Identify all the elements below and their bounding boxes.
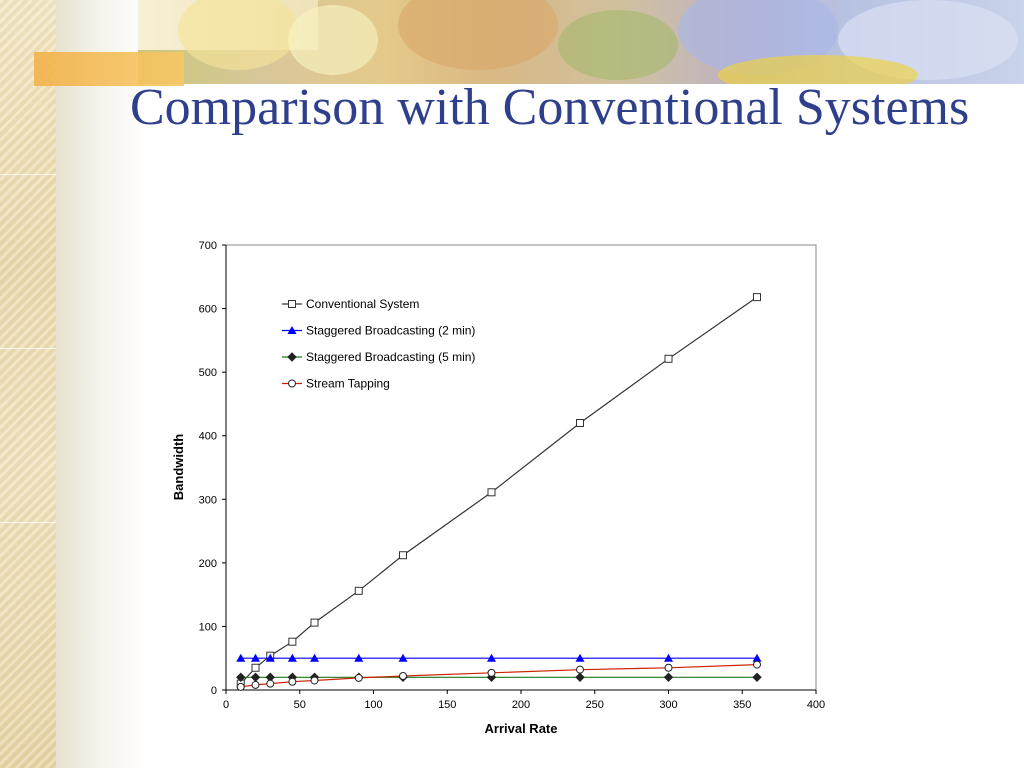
legend-label: Stream Tapping [306, 377, 390, 391]
data-point [251, 663, 260, 672]
data-point [266, 679, 275, 688]
data-point [399, 551, 407, 560]
x-tick-label: 400 [807, 699, 825, 711]
x-axis-ticks: 0 50 100 150 200 250 300 350 400 [223, 690, 825, 711]
legend-marker [288, 300, 296, 308]
data-point [236, 672, 246, 682]
data-point [752, 672, 762, 682]
y-tick-label: 700 [199, 240, 217, 252]
data-point [664, 354, 673, 363]
data-point [576, 665, 584, 674]
data-point [265, 653, 275, 662]
decorative-banner [138, 0, 1024, 84]
data-point [664, 663, 673, 672]
data-point [487, 668, 496, 677]
legend-marker [287, 352, 297, 362]
y-axis-ticks: 0 100 200 300 400 500 600 700 [199, 240, 226, 697]
series-3 [236, 660, 761, 691]
legend-item: Staggered Broadcasting (5 min) [282, 350, 475, 364]
series-1 [236, 653, 762, 662]
legend-marker [287, 326, 297, 334]
legend-label: Conventional System [306, 297, 419, 311]
data-point [663, 672, 674, 682]
legend-item: Staggered Broadcasting (2 min) [282, 324, 475, 338]
data-point [752, 653, 762, 662]
x-tick-label: 50 [294, 699, 306, 711]
data-point [354, 586, 363, 595]
left-shadow [56, 0, 146, 768]
banner-accent [34, 52, 184, 86]
x-axis-label: Arrival Rate [485, 721, 558, 736]
x-tick-label: 250 [586, 699, 604, 711]
x-tick-label: 0 [223, 699, 229, 711]
data-point [575, 653, 585, 662]
legend-item: Conventional System [282, 297, 419, 311]
data-point [398, 653, 408, 662]
data-point [310, 653, 319, 662]
data-point [399, 672, 407, 681]
data-point [236, 653, 246, 662]
data-point [310, 676, 319, 685]
data-point [753, 293, 761, 302]
data-point [576, 419, 584, 427]
data-point [354, 653, 364, 662]
legend-marker [288, 379, 296, 388]
x-tick-label: 100 [364, 699, 382, 711]
data-point [487, 653, 496, 662]
y-axis-label: Bandwidth [171, 434, 186, 500]
x-tick-label: 200 [512, 699, 530, 711]
legend-label: Staggered Broadcasting (5 min) [306, 350, 475, 364]
legend-item: Stream Tapping [282, 377, 390, 391]
series-0 [236, 293, 761, 688]
y-tick-label: 500 [199, 367, 217, 379]
data-point [664, 653, 673, 662]
data-point [288, 637, 297, 646]
data-point [287, 653, 297, 662]
x-tick-label: 150 [438, 699, 456, 711]
data-point [310, 618, 319, 627]
data-point [251, 680, 260, 689]
legend: Conventional System Staggered Broadcastin… [282, 297, 475, 391]
x-tick-label: 350 [733, 699, 751, 711]
y-tick-label: 400 [199, 431, 217, 443]
data-point [236, 682, 245, 691]
legend-label: Staggered Broadcasting (2 min) [306, 324, 475, 338]
y-tick-label: 200 [199, 558, 217, 570]
y-tick-label: 100 [199, 621, 217, 633]
data-point [354, 673, 363, 682]
data-point [575, 672, 585, 682]
left-decorative-strip [0, 0, 56, 768]
data-point [251, 653, 260, 662]
data-point [753, 660, 761, 669]
y-tick-label: 600 [199, 304, 217, 316]
data-point [288, 677, 297, 686]
x-tick-label: 300 [659, 699, 677, 711]
y-tick-label: 300 [199, 494, 217, 506]
data-point [487, 488, 496, 497]
series-layer [236, 293, 762, 691]
slide-title: Comparison with Conventional Systems [130, 79, 970, 136]
y-tick-label: 0 [211, 685, 217, 697]
